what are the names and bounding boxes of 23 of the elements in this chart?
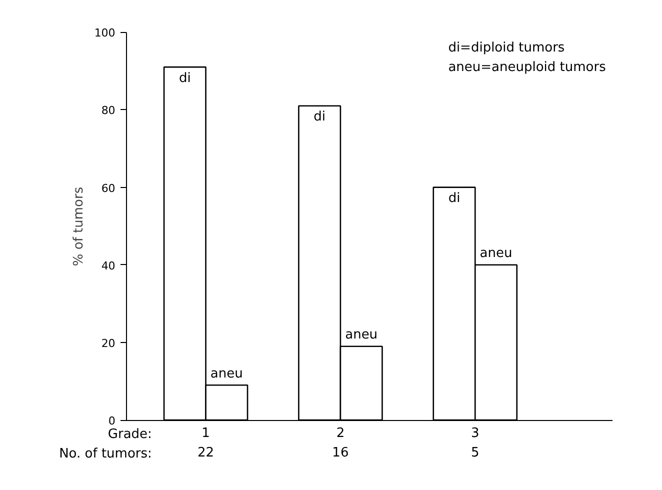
y-tick-label: 80	[101, 104, 116, 118]
y-tick-label: 20	[101, 336, 116, 350]
text: Grade:	[108, 426, 152, 442]
series-label: aneu	[345, 327, 378, 342]
y-tick-label: 60	[101, 182, 116, 195]
y-tick-label: 0	[108, 414, 116, 428]
text: aneu	[210, 366, 243, 382]
text: 5	[470, 445, 480, 460]
x-tick-label: 2	[336, 426, 345, 441]
y-tick-label: 100	[94, 26, 116, 40]
text: aneu	[480, 246, 512, 262]
text: di	[178, 70, 191, 86]
annotation: aneu=aneuploid tumors	[448, 60, 606, 75]
annotation: di=diploid tumors	[448, 40, 565, 56]
text: 22	[198, 445, 214, 460]
x-tick-label: 1	[202, 426, 210, 441]
text: di	[448, 191, 460, 206]
text: No. of tumors:	[59, 446, 152, 462]
text: 16	[332, 445, 349, 460]
x-tick-label: 3	[470, 426, 480, 441]
y-tick-label: 40	[101, 259, 116, 272]
series-label: di	[314, 110, 326, 125]
y-axis-title: % of tumors	[72, 186, 87, 266]
